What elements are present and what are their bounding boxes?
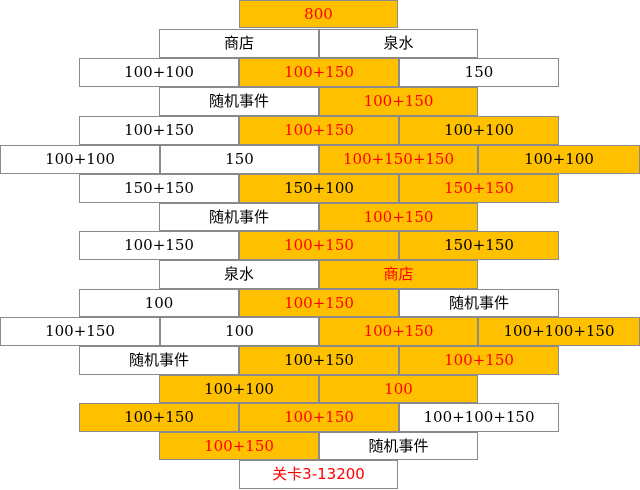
map-cell: 100: [160, 317, 319, 346]
map-cell: 100+150: [239, 58, 399, 87]
map-cell: 100: [319, 375, 478, 403]
map-cell: 随机事件: [319, 432, 478, 460]
map-cell: 100+100: [159, 375, 319, 403]
map-cell: 100+150: [239, 289, 399, 317]
map-cell: 100+150: [0, 317, 160, 346]
map-cell: 100+150: [239, 346, 399, 375]
map-cell: 150+150: [399, 174, 559, 203]
map-cell: 100+150: [239, 403, 399, 432]
map-cell: 800: [239, 0, 398, 28]
map-cell: 100+150: [239, 116, 399, 145]
map-cell: 100+150: [319, 87, 478, 116]
map-cell: 100: [79, 289, 239, 317]
map-cell: 100+150: [79, 116, 239, 145]
map-cell: 100+150+150: [319, 145, 478, 174]
map-cell: 100+150: [79, 403, 239, 432]
map-cell: 100+150: [399, 346, 559, 375]
map-cell: 100+150: [319, 203, 478, 231]
map-cell: 随机事件: [159, 203, 319, 231]
map-cell: 100+100+150: [478, 317, 640, 346]
map-cell: 100+100+150: [399, 403, 559, 432]
map-cell: 100+100: [79, 58, 239, 87]
map-cell: 随机事件: [159, 87, 319, 116]
map-cell: 150+150: [79, 174, 239, 203]
map-cell: 100+150: [319, 317, 478, 346]
map-cell: 泉水: [319, 29, 478, 58]
map-cell: 150: [160, 145, 319, 174]
map-cell: 100+100: [478, 145, 640, 174]
map-cell: 随机事件: [79, 346, 239, 375]
map-cell: 150: [399, 58, 559, 87]
map-cell: 150+100: [239, 174, 399, 203]
map-cell: 泉水: [159, 260, 319, 289]
map-cell: 关卡3-13200: [239, 460, 398, 489]
map-cell: 100+150: [79, 231, 239, 260]
map-cell: 随机事件: [399, 289, 559, 317]
map-cell: 100+150: [159, 432, 319, 460]
map-cell: 商店: [319, 260, 478, 289]
map-cell: 100+100: [0, 145, 160, 174]
map-cell: 100+100: [399, 116, 559, 145]
map-cell: 100+150: [239, 231, 399, 260]
map-cell: 150+150: [399, 231, 559, 260]
map-cell: 商店: [159, 29, 319, 58]
